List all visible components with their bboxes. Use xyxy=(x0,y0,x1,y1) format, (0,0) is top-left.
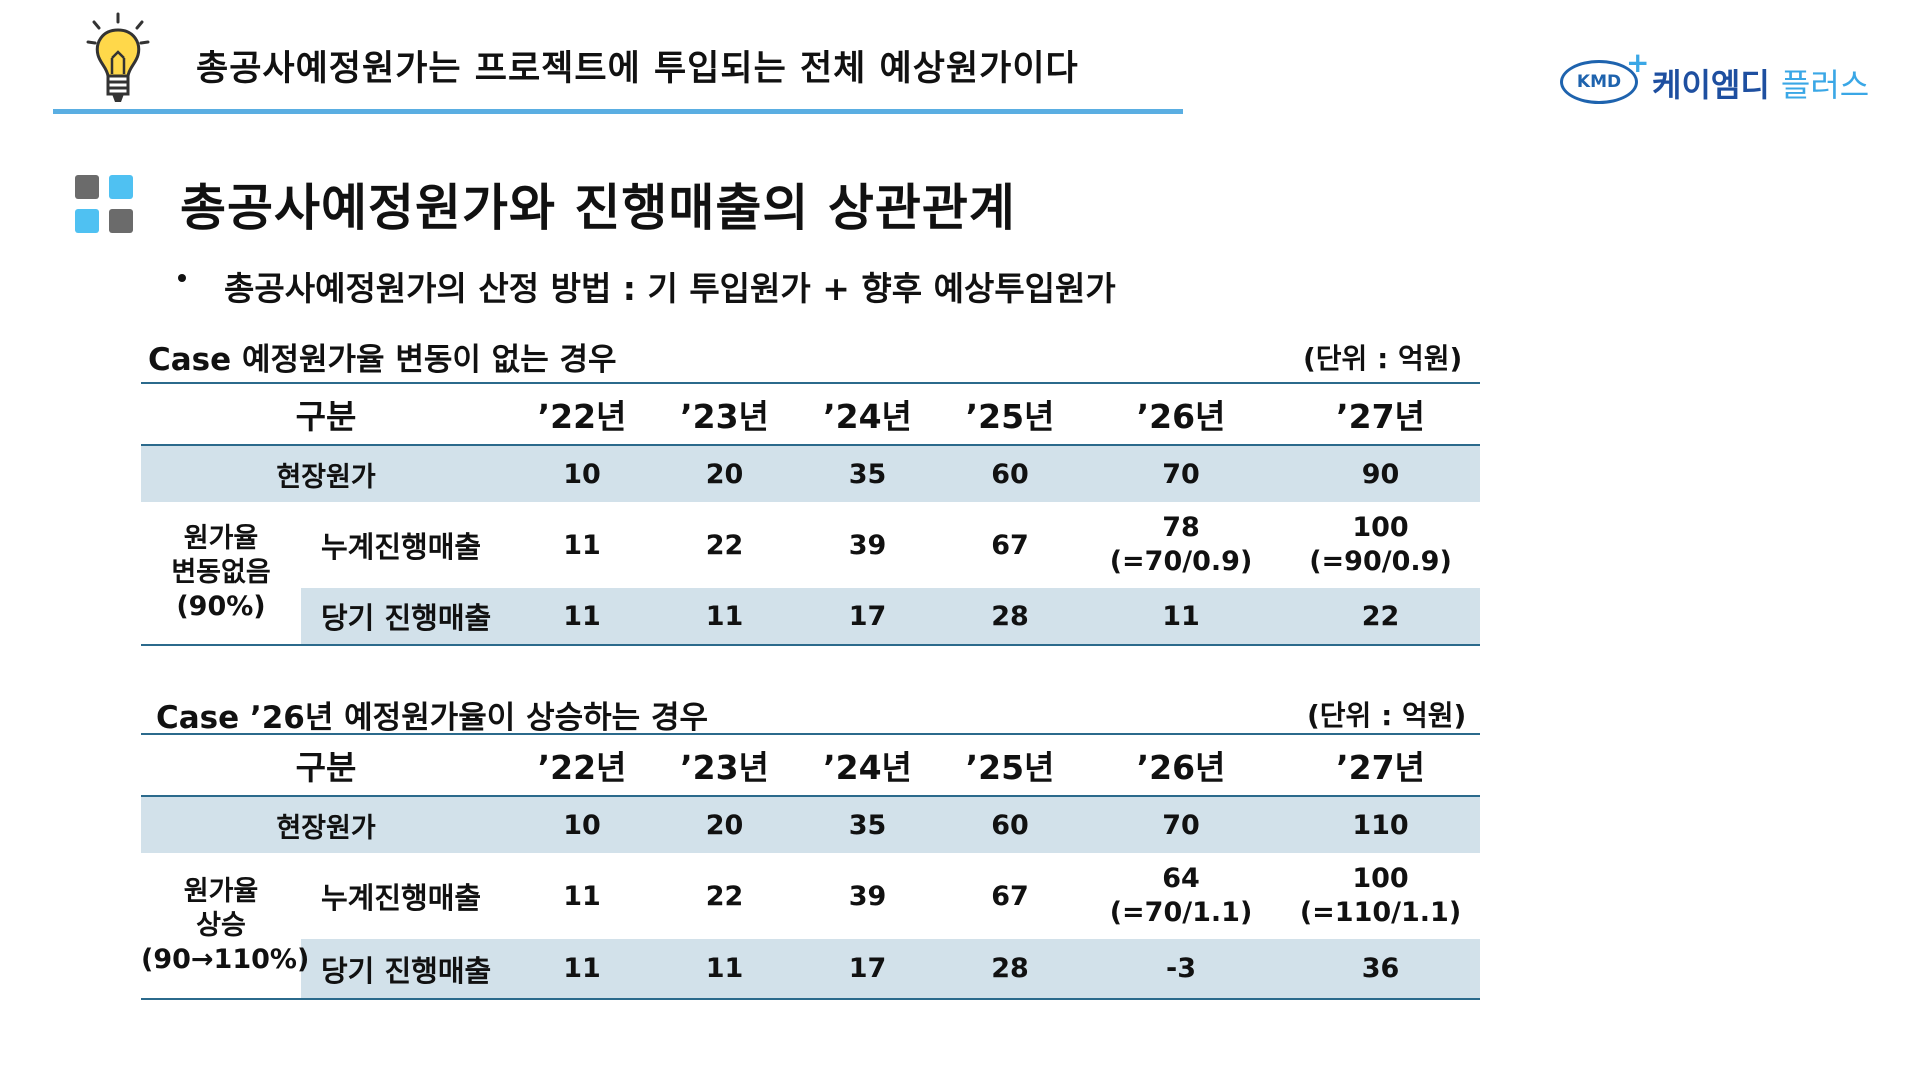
bullet-text: 총공사예정원가의 산정 방법 : 기 투입원가 + 향후 예상투입원가 xyxy=(224,269,1116,308)
table-cell: 11 xyxy=(511,588,654,646)
table-row-site-cost: 현장원가 10 20 35 60 70 90 xyxy=(141,445,1481,502)
row-label: 현장원가 xyxy=(141,796,512,853)
table-cell: -3 xyxy=(1081,939,1282,1000)
table-cell: 10 xyxy=(511,445,654,502)
case1-title: Case 예정원가율 변동이 없는 경우 xyxy=(148,342,617,378)
table-row-site-cost: 현장원가 10 20 35 60 70 110 xyxy=(141,796,1481,853)
header-cell-year: ’22년 xyxy=(511,733,654,797)
header-cell-category: 구분 xyxy=(141,733,512,797)
table-cell: 67 xyxy=(991,529,1029,561)
row-label: 누계진행매출 xyxy=(321,881,482,915)
table-cell: 110 xyxy=(1281,796,1481,853)
header-cell-year: ’22년 xyxy=(511,382,654,446)
table-row-current-sales: 당기 진행매출 11 11 17 28 11 22 xyxy=(141,588,1481,646)
table-cell: 67 xyxy=(991,880,1029,912)
table-cell: 35 xyxy=(796,796,940,853)
table-cell: 20 xyxy=(653,445,797,502)
section-grid-icon xyxy=(75,175,133,233)
table-cell: 100 (=110/1.1) xyxy=(1299,863,1462,928)
table-cell: 22 xyxy=(705,529,744,561)
table-cell: 28 xyxy=(939,588,1082,646)
table-cell: 70 xyxy=(1081,445,1282,502)
header-cell-category: 구분 xyxy=(141,382,512,446)
logo-badge: KMD xyxy=(1560,60,1638,104)
table-cell: 11 xyxy=(653,588,797,646)
lightbulb-icon xyxy=(86,12,150,102)
header-divider xyxy=(53,109,1183,114)
table-header-row: 구분 ’22년 ’23년 ’24년 ’25년 ’26년 ’27년 xyxy=(141,733,1481,797)
table-cell: 78 (=70/0.9) xyxy=(1109,512,1253,577)
header-cell-year: ’25년 xyxy=(939,733,1082,797)
case2-title: Case ’26년 예정원가율이 상승하는 경우 xyxy=(156,700,708,736)
table-cell: 70 xyxy=(1081,796,1282,853)
header-cell-year: ’23년 xyxy=(653,382,797,446)
table-cell: 60 xyxy=(939,796,1082,853)
table-cell: 100 (=90/0.9) xyxy=(1309,512,1452,577)
logo-name: 케이엠디 플러스 xyxy=(1652,66,1870,104)
header-cell-year: ’26년 xyxy=(1081,733,1282,797)
table-cell: 22 xyxy=(705,880,744,912)
table-cell: 11 xyxy=(511,939,654,1000)
table-cell: 90 xyxy=(1281,445,1481,502)
logo-plus-icon: + xyxy=(1626,46,1650,79)
group-label: 원가율 변동없음 (90%) xyxy=(141,502,301,646)
table-cell: 64 (=70/1.1) xyxy=(1109,863,1253,928)
header-cell-year: ’23년 xyxy=(653,733,797,797)
table-cell: 60 xyxy=(939,445,1082,502)
group-label: 원가율 상승 (90→110%) xyxy=(141,853,309,1000)
row-label: 현장원가 xyxy=(141,445,512,502)
table-cell: 17 xyxy=(796,588,940,646)
bullet-dot xyxy=(178,274,186,282)
header-cell-year: ’27년 xyxy=(1281,382,1481,446)
case1-unit: (단위 : 억원) xyxy=(1303,342,1463,375)
table-cell: 22 xyxy=(1281,588,1481,646)
header-cell-year: ’27년 xyxy=(1281,733,1481,797)
table-cell: 11 xyxy=(653,939,797,1000)
table-cell: 39 xyxy=(848,529,887,561)
row-label: 당기 진행매출 xyxy=(301,588,512,646)
table-cell: 10 xyxy=(511,796,654,853)
table-cell: 11 xyxy=(563,880,601,912)
row-label: 당기 진행매출 xyxy=(301,939,512,1000)
table-cell: 20 xyxy=(653,796,797,853)
section-title: 총공사예정원가와 진행매출의 상관관계 xyxy=(180,179,1016,237)
header-cell-year: ’26년 xyxy=(1081,382,1282,446)
table-row-cumulative-sales: 원가율 상승 (90→110%) 누계진행매출 11 22 39 67 64 (… xyxy=(141,853,1480,1000)
header-cell-year: ’24년 xyxy=(796,382,940,446)
table-row-current-sales: 당기 진행매출 11 11 17 28 -3 36 xyxy=(141,939,1481,1000)
table-cell: 11 xyxy=(1081,588,1282,646)
company-logo: KMD + 케이엠디 플러스 xyxy=(1560,46,1880,112)
table-cell: 28 xyxy=(939,939,1082,1000)
header-cell-year: ’25년 xyxy=(939,382,1082,446)
case2-unit: (단위 : 억원) xyxy=(1307,699,1467,732)
table-header-row: 구분 ’22년 ’23년 ’24년 ’25년 ’26년 ’27년 xyxy=(141,382,1481,446)
table-cell: 39 xyxy=(848,880,887,912)
table-cell: 11 xyxy=(563,529,601,561)
table-cell: 35 xyxy=(796,445,940,502)
table-row-cumulative-sales: 원가율 변동없음 (90%) 누계진행매출 11 22 39 67 78 (=7… xyxy=(141,502,1480,646)
table-cell: 36 xyxy=(1281,939,1481,1000)
case2-table: 구분 ’22년 ’23년 ’24년 ’25년 ’26년 ’27년 현장원가 10… xyxy=(141,733,1481,1000)
case1-table: 구분 ’22년 ’23년 ’24년 ’25년 ’26년 ’27년 현장원가 10… xyxy=(141,382,1481,646)
row-label: 누계진행매출 xyxy=(321,530,482,564)
table-cell: 17 xyxy=(796,939,940,1000)
header-title: 총공사예정원가는 프로젝트에 투입되는 전체 예상원가이다 xyxy=(196,49,1079,89)
header-cell-year: ’24년 xyxy=(796,733,940,797)
